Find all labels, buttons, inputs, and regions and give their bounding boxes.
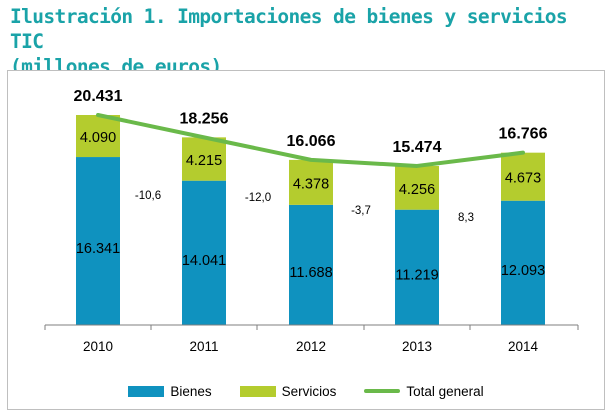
- legend-label-servicios: Servicios: [281, 383, 337, 399]
- bar-bienes-2012: [289, 204, 333, 325]
- change-label-1: -10,6: [135, 190, 161, 202]
- bar-bienes-2013: [395, 209, 439, 325]
- change-label-3: -3,7: [351, 205, 371, 217]
- label-total-2011: 18.256: [180, 110, 229, 127]
- bar-bienes-2011: [182, 180, 226, 325]
- legend-swatch-bienes: [128, 385, 165, 397]
- legend-label-total: Total general: [406, 383, 484, 399]
- label-servicios-2013: 4.256: [399, 182, 435, 198]
- label-bienes-2014: 12.093: [501, 263, 545, 279]
- label-servicios-2011: 4.215: [186, 153, 222, 169]
- legend-swatch-total: [364, 389, 401, 393]
- change-label-4: 8,3: [458, 212, 474, 224]
- bar-bienes-2010: [76, 157, 120, 325]
- total-general-line: [96, 113, 525, 168]
- label-total-2013: 15.474: [393, 139, 442, 156]
- bar-servicios-2011: [182, 137, 226, 181]
- label-total-2012: 16.066: [287, 133, 336, 150]
- x-tick-label-2010: 2010: [83, 339, 113, 354]
- bar-bienes-2014: [501, 200, 545, 325]
- label-servicios-2014: 4.673: [505, 171, 541, 187]
- legend-swatch-servicios: [239, 385, 276, 397]
- bar-servicios-2012: [289, 159, 333, 205]
- legend-label-bienes: Bienes: [170, 383, 212, 399]
- change-label-2: -12,0: [245, 192, 271, 204]
- label-total-2010: 20.431: [74, 88, 123, 105]
- legend-item-total: Total general: [364, 381, 484, 401]
- label-servicios-2010: 4.090: [80, 130, 116, 146]
- label-bienes-2012: 11.688: [289, 265, 332, 281]
- label-total-2014: 16.766: [499, 126, 548, 143]
- label-bienes-2011: 14.041: [182, 253, 226, 269]
- x-tick-label-2012: 2012: [296, 339, 326, 354]
- bar-servicios-2010: [76, 115, 120, 158]
- legend-item-servicios: Servicios: [239, 381, 337, 401]
- legend: Bienes Servicios Total general: [0, 381, 612, 401]
- label-bienes-2013: 11.219: [395, 267, 438, 283]
- x-tick-label-2011: 2011: [189, 339, 218, 354]
- title-line-1: Ilustración 1. Importaciones de bienes y…: [10, 5, 568, 53]
- x-tick-label-2014: 2014: [508, 339, 539, 354]
- bar-servicios-2013: [395, 165, 439, 210]
- label-bienes-2010: 16.341: [76, 241, 120, 257]
- label-servicios-2012: 4.378: [293, 176, 329, 192]
- legend-item-bienes: Bienes: [128, 381, 212, 401]
- x-tick-label-2013: 2013: [402, 339, 432, 354]
- bar-servicios-2014: [501, 152, 545, 201]
